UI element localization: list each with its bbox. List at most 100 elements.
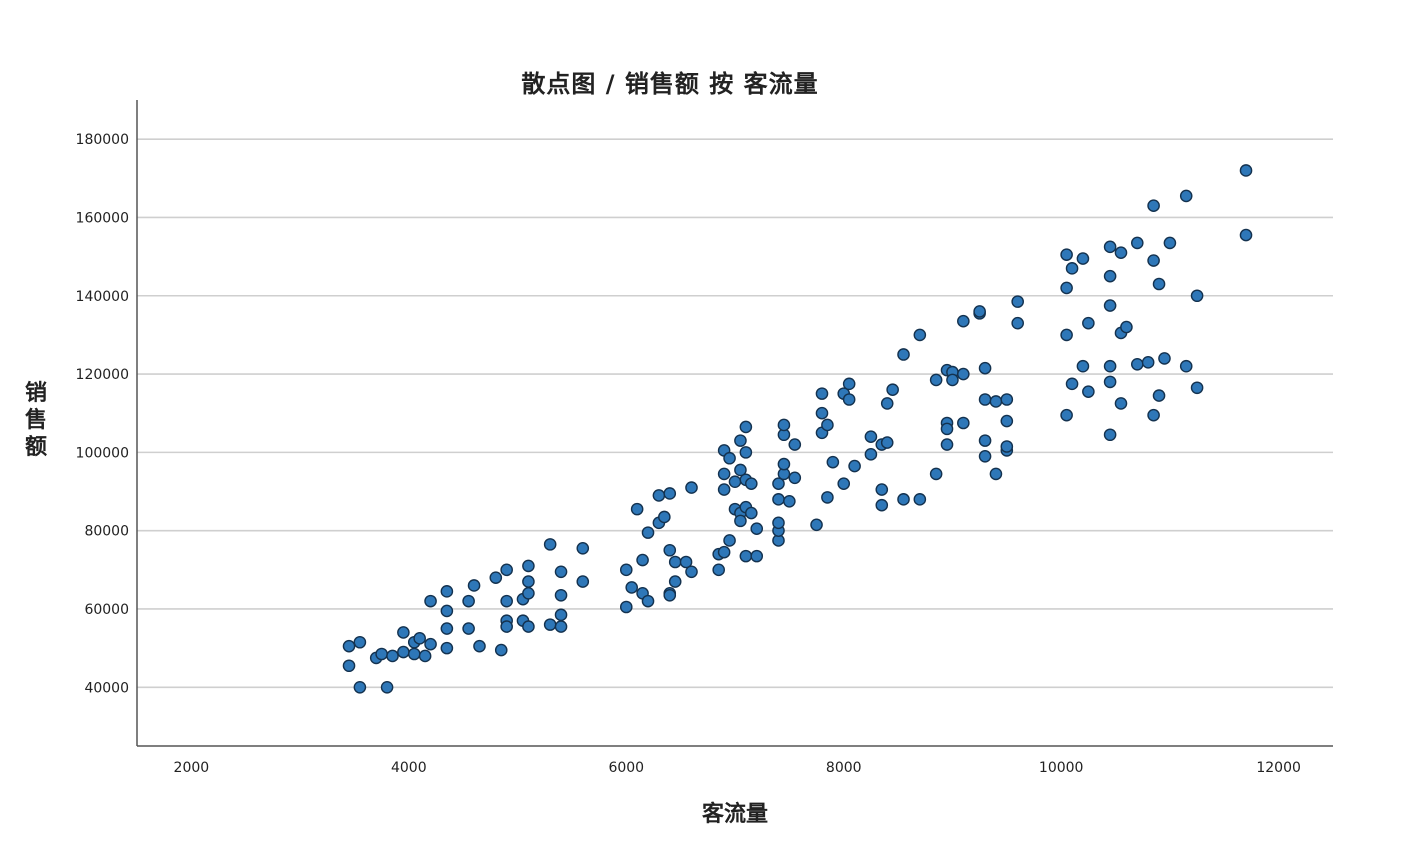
- data-point: [717, 483, 731, 496]
- data-point: [772, 493, 785, 506]
- data-point: [1076, 359, 1090, 373]
- data-point: [777, 418, 791, 432]
- x-tick-label: 2000: [174, 760, 210, 776]
- data-point: [875, 498, 889, 512]
- data-point: [522, 559, 535, 573]
- data-point: [723, 534, 736, 547]
- data-point: [1103, 359, 1117, 373]
- chart-title: 散点图 / 销售额 按 客流量: [521, 70, 819, 98]
- data-point: [543, 538, 557, 551]
- x-tick-label: 12000: [1256, 760, 1301, 776]
- data-point: [1060, 248, 1073, 261]
- data-point: [685, 481, 698, 494]
- data-point: [745, 477, 758, 490]
- data-point: [663, 487, 677, 500]
- data-point: [886, 383, 899, 397]
- data-point: [1152, 389, 1166, 402]
- data-point: [897, 493, 910, 506]
- data-point: [1000, 440, 1014, 453]
- data-point: [880, 436, 894, 449]
- data-point: [522, 620, 535, 633]
- data-point: [745, 506, 758, 520]
- data-point: [717, 545, 731, 559]
- data-point: [342, 639, 356, 653]
- data-point: [1163, 236, 1177, 250]
- data-point: [1130, 357, 1144, 371]
- data-point: [500, 594, 513, 608]
- data-point: [728, 475, 742, 489]
- data-point: [522, 587, 535, 600]
- data-point: [810, 518, 823, 532]
- y-tick-label: 160000: [76, 210, 129, 226]
- data-point: [957, 314, 970, 328]
- data-point: [989, 395, 1003, 408]
- data-point: [734, 463, 747, 477]
- data-point: [500, 563, 513, 577]
- data-point: [1114, 246, 1128, 259]
- data-point: [641, 526, 655, 539]
- data-point: [815, 387, 829, 400]
- data-point: [397, 626, 410, 639]
- data-point: [576, 575, 590, 588]
- data-point: [462, 622, 475, 635]
- data-point: [1147, 254, 1160, 267]
- data-point: [1103, 240, 1117, 254]
- data-point: [957, 416, 970, 430]
- data-point: [880, 397, 894, 410]
- data-point: [750, 522, 764, 536]
- data-point: [1158, 352, 1171, 365]
- data-point: [1147, 199, 1160, 213]
- data-point: [636, 553, 649, 567]
- data-point: [576, 541, 590, 555]
- data-point: [783, 495, 796, 508]
- data-point: [1082, 316, 1095, 330]
- x-tick-label: 10000: [1039, 760, 1084, 776]
- data-point: [685, 565, 698, 579]
- data-point: [554, 588, 568, 602]
- data-point: [1239, 228, 1253, 242]
- data-point: [1103, 299, 1117, 312]
- data-point: [440, 622, 454, 635]
- data-point: [913, 493, 927, 506]
- data-point: [380, 680, 394, 694]
- data-point: [875, 483, 889, 496]
- y-tick-label: 80000: [84, 524, 129, 540]
- y-tick-label: 100000: [76, 445, 129, 461]
- data-point: [929, 373, 943, 387]
- data-point: [424, 637, 437, 651]
- data-point: [440, 641, 454, 655]
- data-point: [717, 467, 731, 481]
- data-point: [467, 579, 481, 592]
- data-point: [625, 581, 639, 594]
- x-tick-label: 6000: [608, 760, 644, 776]
- data-point: [500, 620, 513, 633]
- data-point: [978, 449, 992, 463]
- data-point: [1065, 262, 1079, 275]
- data-point: [554, 608, 568, 622]
- y-tick-label: 180000: [76, 132, 129, 148]
- data-point: [462, 594, 475, 608]
- y-tick-label: 60000: [84, 602, 129, 618]
- data-point: [1120, 320, 1133, 334]
- data-point: [897, 348, 910, 361]
- data-point: [957, 367, 970, 381]
- data-point: [739, 446, 753, 459]
- data-point: [668, 575, 682, 588]
- data-point: [663, 543, 677, 557]
- data-point: [679, 555, 693, 569]
- data-point: [1190, 289, 1204, 303]
- data-point: [1060, 281, 1073, 295]
- data-point: [815, 406, 829, 420]
- data-point: [489, 571, 503, 584]
- data-point: [663, 588, 677, 602]
- data-point: [630, 502, 644, 516]
- y-tick-label: 40000: [84, 680, 129, 696]
- data-point: [353, 680, 367, 694]
- data-point: [641, 594, 655, 608]
- data-point: [1103, 375, 1117, 389]
- data-point: [407, 647, 421, 661]
- data-point: [424, 594, 437, 608]
- data-point: [864, 448, 878, 461]
